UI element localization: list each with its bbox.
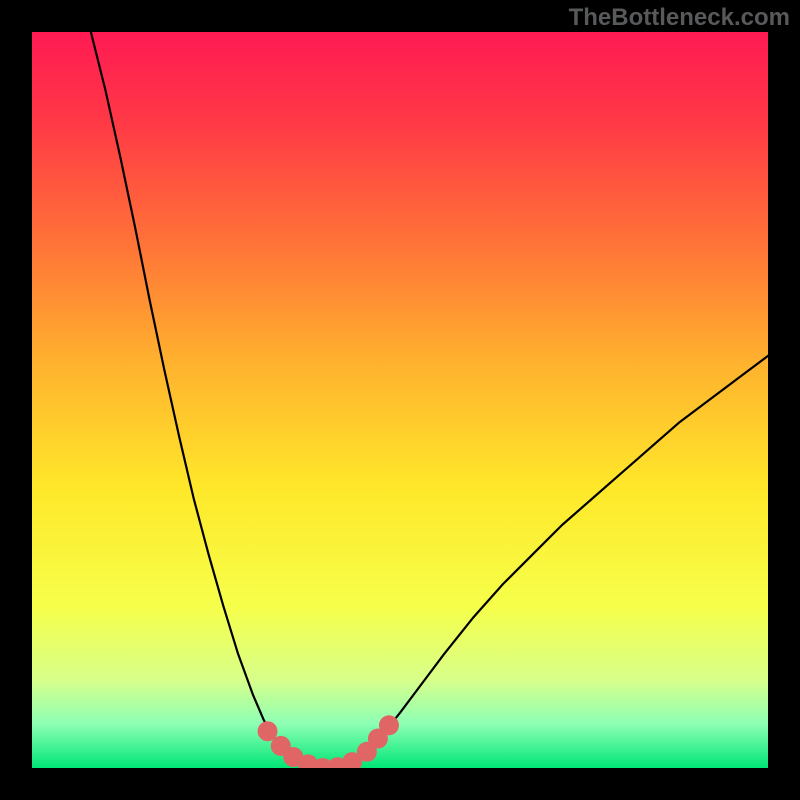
- gradient-background: [32, 32, 768, 768]
- plot-area: [32, 32, 768, 768]
- watermark-text: TheBottleneck.com: [569, 4, 790, 32]
- chart-canvas: TheBottleneck.com: [0, 0, 800, 800]
- chart-svg: [32, 32, 768, 768]
- marker-dot: [379, 715, 399, 735]
